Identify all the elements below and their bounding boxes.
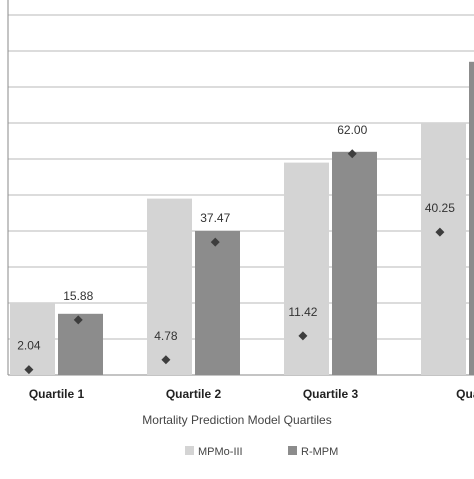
x-axis-title: Mortality Prediction Model Quartiles [142,413,331,427]
marker-point [161,355,171,365]
category-label: Quartil [456,387,474,401]
markers [24,149,445,375]
data-label: 62.00 [337,123,367,137]
category-labels: Quartile 1 Quartile 2 Quartile 3 Quartil [29,387,474,401]
legend-swatch [185,446,194,455]
data-label: 37.47 [200,211,230,225]
legend: MPMo-III R-MPM [185,446,338,458]
marker-point [298,331,308,341]
data-label: 2.04 [17,339,41,353]
bar-r-mpm-q1 [58,313,103,375]
data-labels: 2.04 15.88 4.78 37.47 11.42 62.00 40.25 [17,123,455,353]
marker-point [347,149,357,159]
bar-r-mpm-q2 [195,231,240,375]
marker-point [210,237,220,247]
bar-r-mpm-q3 [332,151,377,375]
data-label: 15.88 [63,289,93,303]
bar-mpmo-iii-q1 [10,303,55,375]
legend-label: MPMo-III [198,446,243,458]
category-label: Quartile 1 [29,387,85,401]
data-label: 40.25 [425,201,455,215]
bar-mpmo-iii-q4 [421,123,466,375]
data-label: 11.42 [288,305,317,319]
category-label: Quartile 2 [166,387,222,401]
bar-mpmo-iii-q2 [147,198,192,375]
marker-point [24,365,34,375]
legend-swatch [288,446,297,455]
bar-mpmo-iii-q3 [284,162,329,375]
bars [10,61,474,376]
legend-label: R-MPM [301,446,338,458]
bar-r-mpm-q4 [469,61,474,376]
data-label: 4.78 [154,329,178,343]
category-label: Quartile 3 [303,387,359,401]
marker-point [73,315,83,325]
marker-point [435,227,445,237]
